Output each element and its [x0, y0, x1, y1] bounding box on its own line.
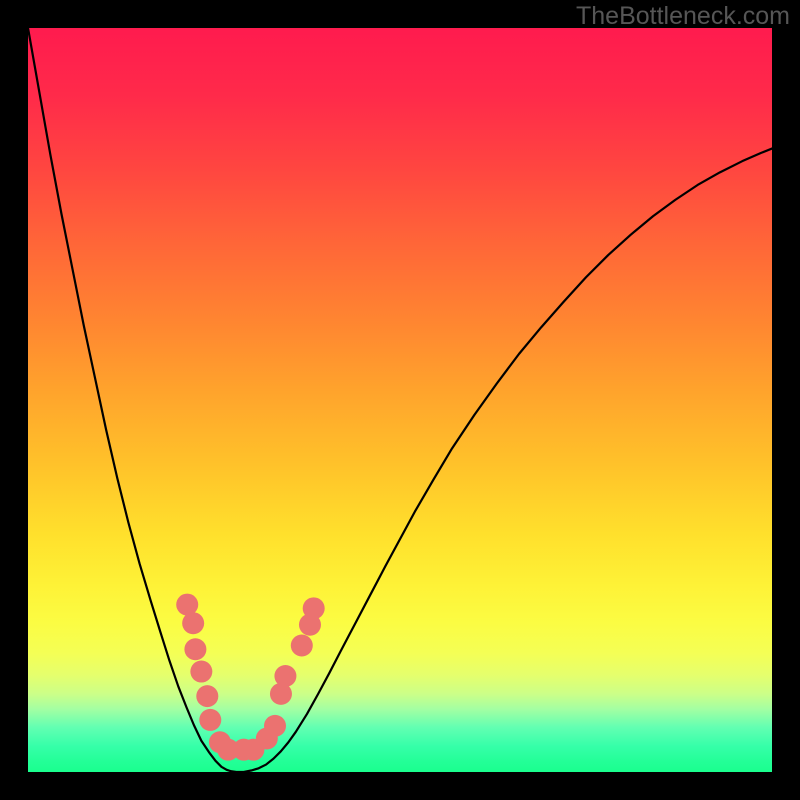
data-marker: [176, 594, 198, 616]
watermark-text: TheBottleneck.com: [576, 2, 790, 31]
data-marker: [196, 685, 218, 707]
data-marker: [190, 661, 212, 683]
chart-plot-area: [28, 28, 772, 772]
bottleneck-curve-path: [28, 28, 772, 772]
data-marker: [182, 612, 204, 634]
data-marker: [199, 709, 221, 731]
data-marker: [303, 597, 325, 619]
data-marker: [264, 715, 286, 737]
bottleneck-curve-svg: [28, 28, 772, 772]
data-marker: [274, 665, 296, 687]
data-marker: [291, 635, 313, 657]
data-marker: [184, 638, 206, 660]
